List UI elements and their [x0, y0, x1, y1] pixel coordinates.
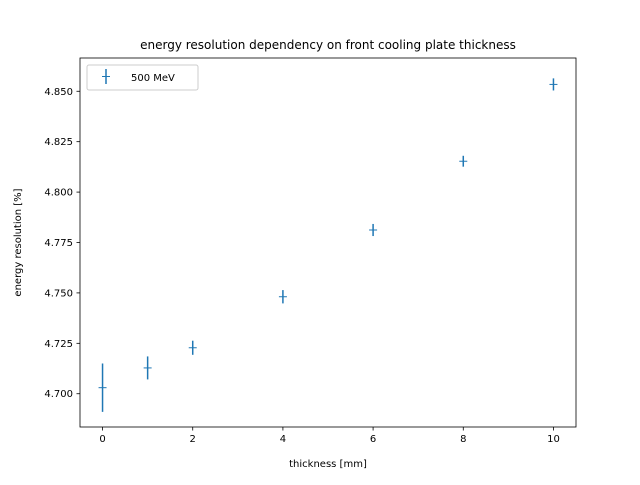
y-tick-label: 4.775 [44, 238, 73, 249]
x-tick-label: 2 [190, 434, 196, 445]
y-axis-label: energy resolution [%] [13, 188, 24, 296]
legend-label: 500 MeV [131, 73, 175, 84]
y-tick-label: 4.750 [44, 288, 73, 299]
legend: 500 MeV [86, 64, 199, 91]
legend-box [86, 64, 199, 91]
y-tick-label: 4.725 [44, 339, 73, 350]
x-tick-label: 6 [370, 434, 376, 445]
x-axis-ticks: 0 2 4 6 8 10 [99, 427, 560, 445]
x-tick-label: 0 [99, 434, 105, 445]
x-tick-label: 8 [460, 434, 466, 445]
data-series-500-mev [98, 78, 558, 412]
x-tick-label: 4 [280, 434, 286, 445]
y-axis-ticks: 4.700 4.725 4.750 4.775 4.800 4.825 4.850 [44, 87, 80, 400]
x-tick-label: 10 [547, 434, 560, 445]
legend-marker-icon [102, 69, 110, 84]
x-axis-label: thickness [mm] [289, 459, 367, 470]
y-tick-label: 4.800 [44, 188, 73, 199]
y-tick-label: 4.825 [44, 137, 73, 148]
y-tick-label: 4.700 [44, 389, 73, 400]
y-tick-label: 4.850 [44, 87, 73, 98]
chart-title: energy resolution dependency on front co… [140, 38, 516, 52]
